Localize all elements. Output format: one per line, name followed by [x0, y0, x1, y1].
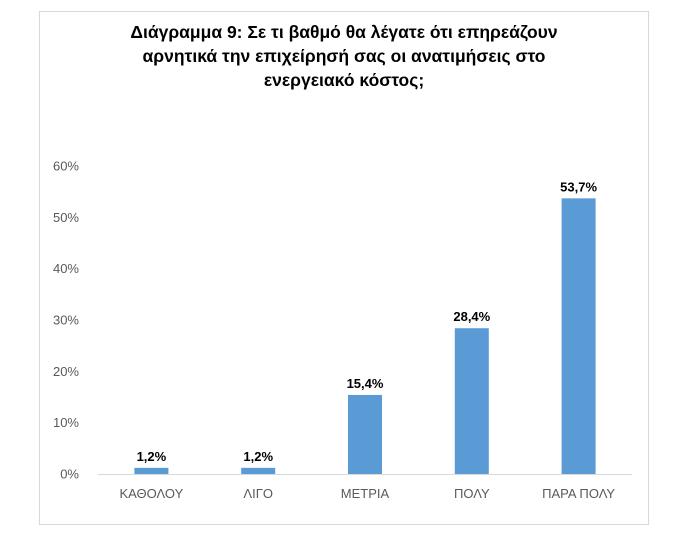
data-label: 28,4% — [453, 309, 490, 324]
bar-καθολου — [134, 467, 169, 474]
data-label: 53,7% — [560, 179, 597, 194]
y-tick-label: 20% — [53, 364, 79, 379]
data-label: 1,2% — [243, 449, 273, 464]
chart-title-line-2: αρνητικά την επιχείρησή σας οι ανατιμήσε… — [142, 46, 546, 66]
bar-λιγο — [241, 467, 276, 474]
bar-μετρια — [348, 394, 382, 474]
y-tick-label: 0% — [60, 467, 79, 482]
y-tick-label: 10% — [53, 415, 79, 430]
bar-πολυ — [454, 328, 489, 474]
data-label: 1,2% — [137, 449, 167, 464]
x-category-label: ΜΕΤΡΙΑ — [341, 486, 390, 501]
y-tick-label: 60% — [53, 159, 79, 174]
y-tick-label: 30% — [53, 313, 79, 328]
y-tick-label: 40% — [53, 261, 79, 276]
bar-παρα-πολυ — [561, 198, 596, 474]
chart-title-line-1: Διάγραμμα 9: Σε τι βαθμό θα λέγατε ότι ε… — [130, 22, 558, 42]
x-category-label: ΛΙΓΟ — [243, 486, 273, 501]
x-category-label: ΠΟΛΥ — [454, 486, 490, 501]
x-category-label: ΠΑΡΑ ΠΟΛΥ — [542, 486, 615, 501]
chart-title-line-3: ενεργειακό κόστος; — [263, 70, 425, 90]
data-label: 15,4% — [347, 376, 384, 391]
y-tick-label: 50% — [53, 210, 79, 225]
chart-title: Διάγραμμα 9: Σε τι βαθμό θα λέγατε ότι ε… — [40, 20, 648, 92]
x-category-label: ΚΑΘΟΛΟΥ — [119, 486, 183, 501]
chart-frame — [39, 11, 649, 525]
